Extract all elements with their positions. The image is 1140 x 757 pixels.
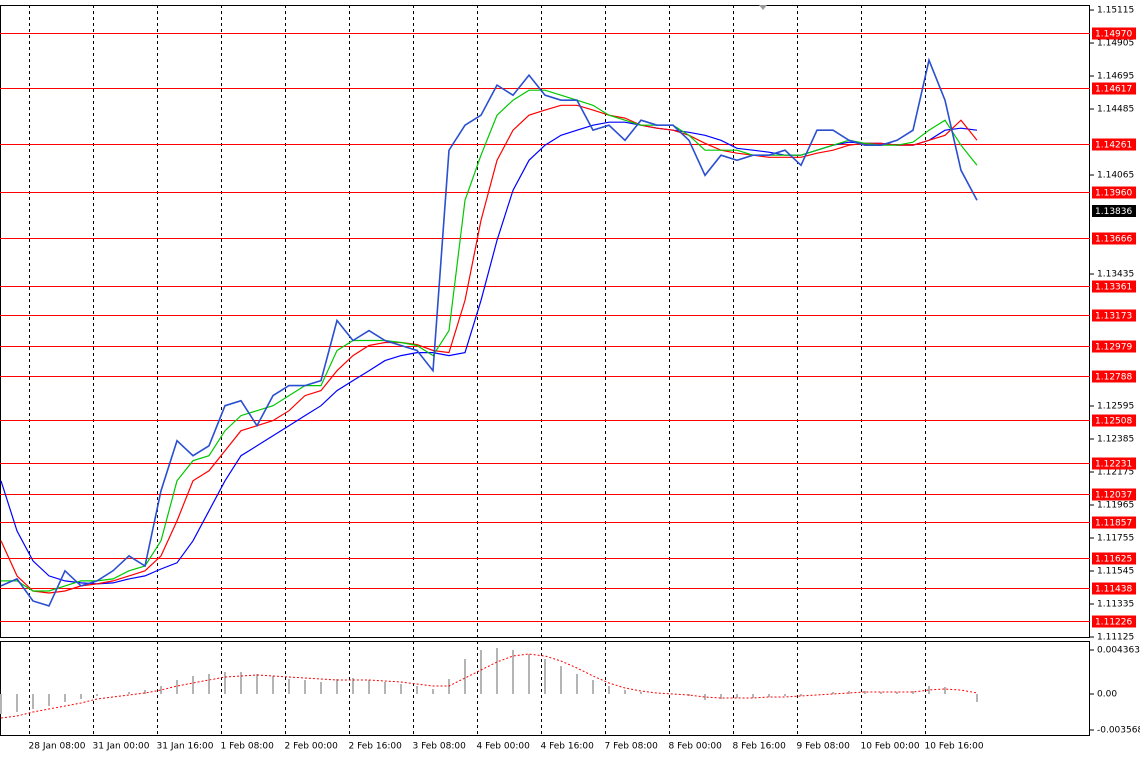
level-tag [1092, 582, 1136, 595]
level-label: 1.11625 [1095, 555, 1132, 565]
x-tick-label: 28 Jan 08:00 [29, 742, 86, 752]
level-label: 1.12979 [1095, 343, 1132, 353]
level-label: 1.14970 [1095, 30, 1132, 40]
y-tick-label: 1.11545 [1097, 567, 1134, 577]
level-label: 1.12788 [1095, 373, 1132, 383]
x-tick-label: 4 Feb 16:00 [541, 742, 595, 752]
level-tag [1092, 82, 1136, 95]
x-tick-label: 7 Feb 08:00 [605, 742, 659, 752]
x-tick-label: 10 Feb 00:00 [861, 742, 920, 752]
y-tick-label: 1.11755 [1097, 534, 1134, 544]
y-tick-label: 1.14485 [1097, 105, 1134, 115]
level-tag [1092, 138, 1136, 151]
x-tick-label: 3 Feb 08:00 [413, 742, 467, 752]
y-tick-label: 1.11125 [1097, 633, 1134, 643]
level-tag [1092, 309, 1136, 322]
level-tag [1092, 232, 1136, 245]
y-tick-label: 0.004363 [1097, 645, 1140, 655]
y-tick-label: 1.12175 [1097, 468, 1134, 478]
x-tick-label: 2 Feb 00:00 [285, 742, 339, 752]
level-tag [1092, 488, 1136, 501]
y-tick-label: 1.12595 [1097, 402, 1134, 412]
level-tag [1092, 552, 1136, 565]
level-label: 1.12508 [1095, 417, 1132, 427]
level-tag [1092, 27, 1136, 40]
panel-frame [0, 641, 1090, 736]
level-label: 1.12231 [1095, 460, 1132, 470]
level-label: 1.11226 [1095, 618, 1132, 628]
x-tick-label: 9 Feb 08:00 [797, 742, 851, 752]
y-tick-label: 1.14695 [1097, 72, 1134, 82]
level-tag [1092, 414, 1136, 427]
level-tag [1092, 280, 1136, 293]
level-label: 1.13960 [1095, 189, 1132, 199]
series-line [1, 89, 978, 592]
x-tick-label: 31 Jan 00:00 [93, 742, 150, 752]
x-tick-label: 10 Feb 16:00 [925, 742, 984, 752]
series-line [0, 104, 978, 594]
y-tick-label: 1.15115 [1097, 6, 1134, 16]
level-label: 1.14617 [1095, 85, 1132, 95]
y-tick-label: 0.00 [1097, 690, 1117, 700]
level-tag [1092, 340, 1136, 353]
y-tick-label: 1.12385 [1097, 435, 1134, 445]
y-tick-label: -0.003568 [1097, 725, 1140, 735]
level-label: 1.12037 [1095, 491, 1132, 501]
shift-marker [759, 5, 767, 10]
y-tick-label: 1.11335 [1097, 600, 1134, 610]
y-tick-label: 1.14905 [1097, 39, 1134, 49]
y-tick-label: 1.14065 [1097, 171, 1134, 181]
x-tick-label: 8 Feb 16:00 [733, 742, 787, 752]
level-label: 1.13666 [1095, 235, 1132, 245]
x-tick-label: 4 Feb 00:00 [477, 742, 531, 752]
y-tick-label: 1.13435 [1097, 270, 1134, 280]
last-price-label: 1.13836 [1095, 207, 1132, 217]
level-tag [1092, 186, 1136, 199]
level-label: 1.11438 [1095, 585, 1132, 595]
x-tick-label: 1 Feb 08:00 [221, 742, 275, 752]
y-tick-label: 1.11965 [1097, 501, 1134, 511]
level-label: 1.13361 [1095, 283, 1132, 293]
level-label: 1.11857 [1095, 519, 1132, 529]
x-tick-label: 2 Feb 16:00 [349, 742, 403, 752]
price-tag [1092, 205, 1136, 218]
level-tag [1092, 370, 1136, 383]
level-label: 1.14261 [1095, 141, 1132, 151]
level-tag [1092, 615, 1136, 628]
panel-frame [0, 5, 1090, 638]
series-line [0, 653, 978, 719]
x-tick-label: 8 Feb 00:00 [669, 742, 723, 752]
level-label: 1.13173 [1095, 312, 1132, 322]
series-line [0, 57, 978, 607]
level-tag [1092, 457, 1136, 470]
level-tag [1092, 516, 1136, 529]
x-tick-label: 31 Jan 16:00 [157, 742, 214, 752]
